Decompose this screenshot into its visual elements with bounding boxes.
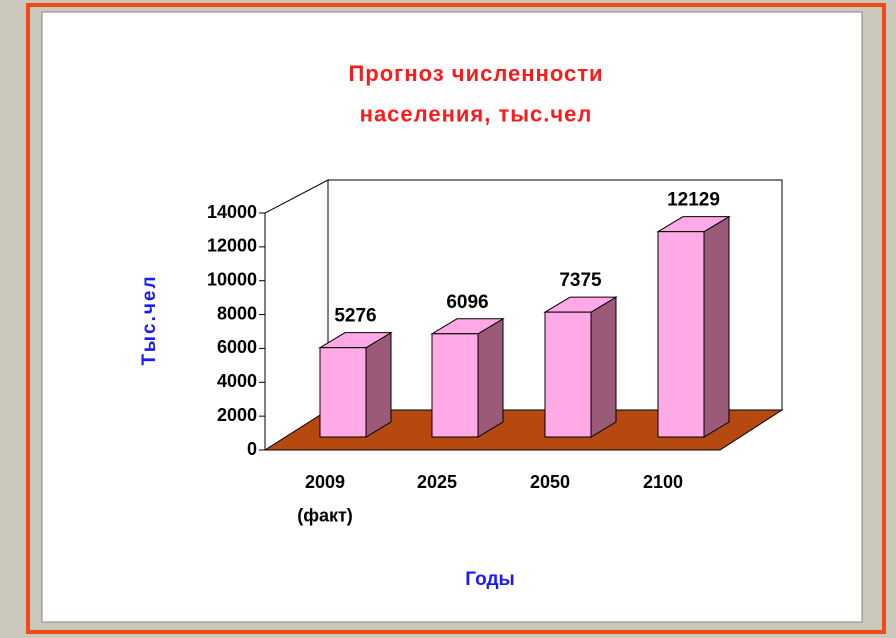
y-tick-label: 6000 (217, 337, 257, 357)
y-tick-label: 4000 (217, 371, 257, 391)
value-label: 12129 (667, 190, 720, 211)
x-tick-label: 2100 (643, 472, 683, 492)
bar-side (477, 317, 504, 438)
y-tick-label: 2000 (217, 405, 257, 425)
y-tick-label: 0 (247, 439, 257, 459)
y-axis-label: Тыс.чел (139, 274, 160, 365)
bar-side (703, 215, 730, 438)
chart-title: Прогноз численности населения, тыс.чел (348, 61, 603, 127)
back-wall (328, 179, 783, 410)
frame (26, 3, 886, 634)
y-tick-label: 12000 (207, 236, 257, 256)
bar (657, 231, 705, 438)
value-label: 7375 (559, 270, 602, 291)
value-label: 5276 (334, 306, 376, 327)
bar (319, 347, 367, 438)
x-axis-label: Годы (465, 569, 514, 590)
bar-side (365, 331, 392, 438)
y-tick-label: 8000 (217, 303, 257, 323)
x-tick-label: 2009 (факт) (297, 472, 353, 525)
x-tick-label: 2050 (530, 472, 570, 492)
y-tick-label: 10000 (207, 269, 257, 289)
bar (544, 311, 592, 438)
side-wall (264, 179, 329, 450)
y-tick-label: 14000 (207, 202, 257, 222)
x-tick-label: 2025 (417, 472, 457, 492)
bar-side (590, 296, 617, 438)
value-label: 6096 (446, 292, 488, 313)
bar (431, 333, 479, 438)
